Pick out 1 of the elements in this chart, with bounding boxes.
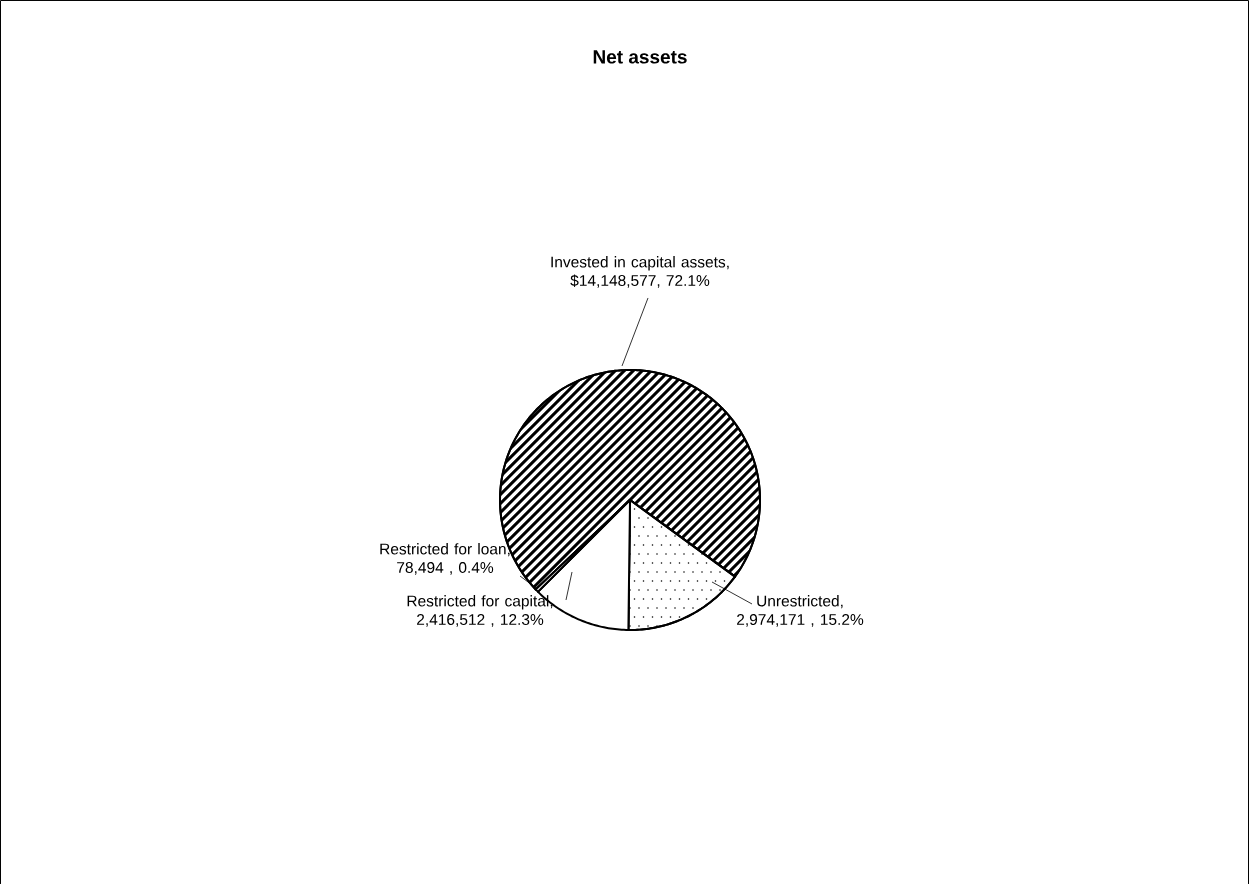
chart-title: Net assets <box>593 50 687 64</box>
